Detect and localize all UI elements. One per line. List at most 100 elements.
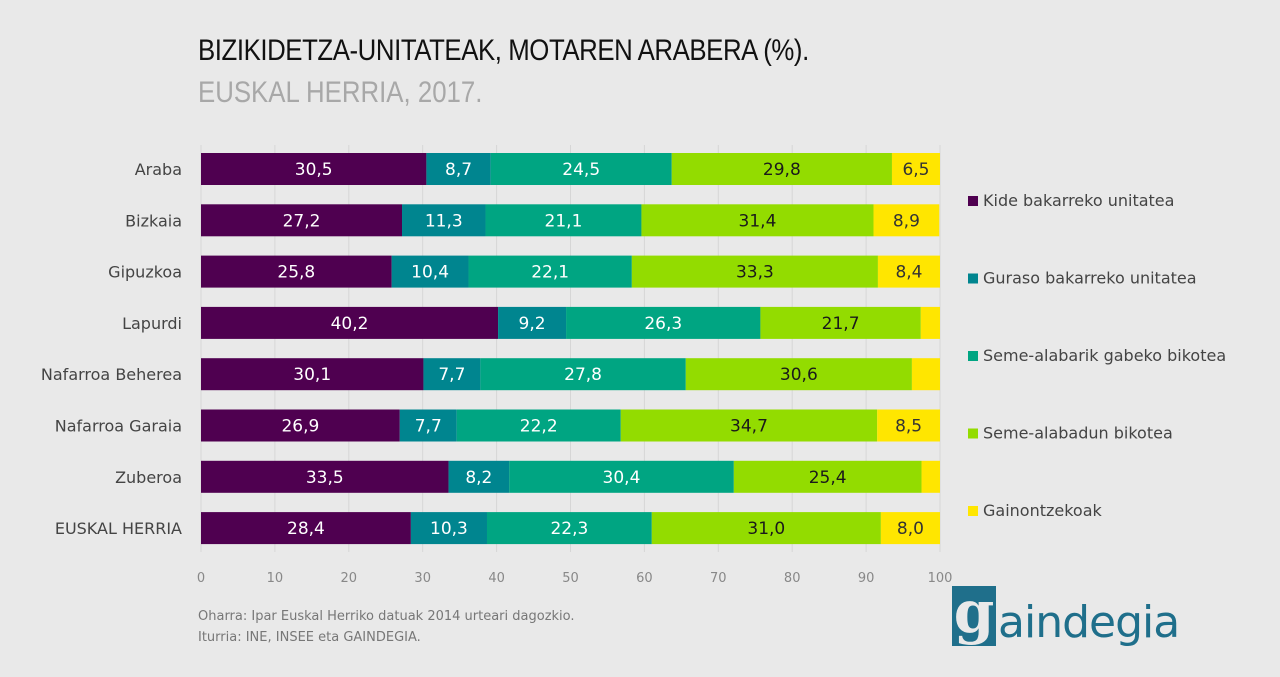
category-label: Nafarroa Garaia [55, 417, 182, 436]
bar-segment [877, 255, 940, 288]
bar-segment [201, 409, 400, 442]
data-label: 7,7 [438, 365, 465, 385]
category-label: Lapurdi [122, 314, 182, 333]
data-label: 30,4 [603, 468, 641, 488]
bar-segment [201, 153, 427, 185]
bar-segment [911, 358, 940, 391]
category-label: EUSKAL HERRIA [55, 519, 182, 538]
data-label: 6,5 [902, 160, 929, 180]
bar-segment [641, 204, 874, 237]
x-tick-label: 70 [710, 571, 727, 586]
category-label: Bizkaia [125, 211, 182, 230]
bar-segment [480, 358, 686, 391]
bar-segment [877, 409, 940, 442]
x-tick-label: 20 [341, 571, 358, 586]
bar-segment [620, 409, 878, 442]
data-label: 10,4 [411, 263, 449, 283]
bar-segment [410, 512, 487, 545]
footnotes: Oharra: Ipar Euskal Herriko datuak 2014 … [198, 606, 575, 648]
data-label: 30,5 [295, 160, 333, 180]
bar-segment [201, 358, 424, 391]
legend-label: Seme-alabadun bikotea [983, 424, 1173, 443]
data-label: 31,4 [739, 211, 777, 231]
bar-segment [880, 512, 940, 545]
bar-segment [201, 512, 411, 545]
bar-segment [873, 204, 940, 237]
x-tick-label: 100 [928, 571, 953, 586]
data-label: 8,5 [895, 417, 922, 437]
note-text: Oharra: Ipar Euskal Herriko datuak 2014 … [198, 609, 575, 624]
x-axis-ticks: 0 10 20 30 40 50 60 70 80 90 100 [197, 571, 953, 586]
bar-segment [399, 409, 457, 442]
data-label: 11,3 [425, 211, 463, 231]
data-label: 26,3 [644, 314, 682, 334]
legend: Kide bakarreko unitatea Guraso bakarreko … [968, 191, 1226, 520]
legend-swatch [968, 428, 978, 439]
data-label: 9,2 [519, 314, 546, 334]
data-label: 33,5 [306, 468, 344, 488]
chart-subtitle: EUSKAL HERRIA, 2017. [198, 76, 483, 109]
x-tick-label: 10 [267, 571, 284, 586]
source-text: Iturria: INE, INSEE eta GAINDEGIA. [198, 630, 421, 645]
bar-segment [685, 358, 912, 391]
legend-swatch [968, 506, 978, 516]
legend-swatch [968, 196, 978, 206]
legend-label: Kide bakarreko unitatea [983, 191, 1174, 210]
data-label: 8,2 [465, 468, 492, 488]
data-label: 31,0 [747, 519, 785, 539]
bar-segment [631, 255, 878, 288]
bar-segment [671, 153, 892, 185]
bar-segment [201, 306, 499, 339]
data-label: 21,7 [822, 314, 860, 334]
category-labels: Araba Bizkaia Gipuzkoa Lapurdi Nafarroa Behe… [41, 160, 182, 538]
x-tick-label: 40 [488, 571, 505, 586]
logo-text: aindegia [998, 597, 1180, 648]
x-tick-label: 90 [858, 571, 875, 586]
data-label: 27,2 [283, 211, 321, 231]
bar-segment [456, 409, 621, 442]
bar-segment [201, 460, 449, 493]
data-label: 33,3 [736, 263, 774, 283]
bar-segment [201, 204, 403, 237]
data-label: 27,8 [564, 365, 602, 385]
bar-segment [391, 255, 469, 288]
data-label: 24,5 [562, 160, 600, 180]
x-tick-label: 60 [636, 571, 653, 586]
data-label: 40,2 [331, 314, 369, 334]
data-label: 30,6 [780, 365, 818, 385]
stacked-bar-chart: 30,5 8,7 24,5 29,8 6,5 27,2 11,3 21,1 31,4 8,9 25,… [41, 145, 1226, 586]
bar-segment [921, 460, 940, 493]
legend-swatch [968, 273, 978, 284]
data-label: 25,8 [277, 263, 315, 283]
data-label: 8,0 [897, 519, 924, 539]
bar-segment [402, 204, 486, 237]
bar-segment [566, 306, 761, 339]
bar-segment [490, 153, 672, 185]
data-label: 34,7 [730, 417, 768, 437]
bar-segment [448, 460, 510, 493]
bar-segment [891, 153, 940, 185]
chart-title: BIZIKIDETZA-UNITATEAK, MOTAREN ARABERA (… [198, 34, 809, 67]
x-tick-label: 50 [562, 571, 579, 586]
legend-label: Seme-alabarik gabeko bikotea [983, 346, 1226, 365]
data-label: 29,8 [763, 160, 801, 180]
data-label: 30,1 [293, 365, 331, 385]
bar-segment [485, 204, 642, 237]
bar-segment [920, 306, 940, 339]
bar-segment [201, 255, 392, 288]
x-tick-label: 80 [784, 571, 801, 586]
data-label: 7,7 [415, 417, 442, 437]
data-label: 10,3 [430, 519, 468, 539]
data-label: 8,7 [445, 160, 472, 180]
legend-swatch [968, 351, 978, 361]
data-label: 25,4 [809, 468, 847, 488]
category-label: Gipuzkoa [108, 263, 182, 282]
bar-segment [423, 358, 481, 391]
bar-segment [426, 153, 491, 185]
data-label: 28,4 [287, 519, 325, 539]
data-label: 26,9 [281, 417, 319, 437]
bar-segment [733, 460, 922, 493]
bar-segment [760, 306, 921, 339]
data-label: 22,1 [531, 263, 569, 283]
gaindegia-logo: g aindegia [952, 586, 1180, 648]
